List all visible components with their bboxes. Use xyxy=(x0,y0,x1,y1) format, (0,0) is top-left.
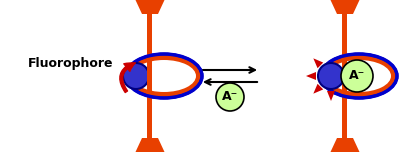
Ellipse shape xyxy=(132,60,195,92)
FancyArrowPatch shape xyxy=(119,63,135,93)
Bar xyxy=(147,58,152,94)
Polygon shape xyxy=(313,84,323,94)
Circle shape xyxy=(216,83,243,111)
Ellipse shape xyxy=(126,54,202,98)
Polygon shape xyxy=(313,58,323,68)
Text: A⁻: A⁻ xyxy=(221,90,237,104)
Polygon shape xyxy=(323,0,365,14)
Polygon shape xyxy=(305,72,315,80)
Polygon shape xyxy=(323,138,365,152)
Text: A⁻: A⁻ xyxy=(348,69,364,83)
Circle shape xyxy=(340,60,372,92)
Text: Fluorophore: Fluorophore xyxy=(28,57,113,71)
Circle shape xyxy=(317,63,343,89)
Bar xyxy=(147,14,152,138)
Polygon shape xyxy=(129,138,171,152)
Circle shape xyxy=(123,63,149,89)
Polygon shape xyxy=(326,91,334,101)
Ellipse shape xyxy=(320,54,396,98)
Polygon shape xyxy=(129,0,171,14)
Bar xyxy=(342,58,347,94)
Ellipse shape xyxy=(326,60,390,92)
Bar xyxy=(342,14,347,138)
